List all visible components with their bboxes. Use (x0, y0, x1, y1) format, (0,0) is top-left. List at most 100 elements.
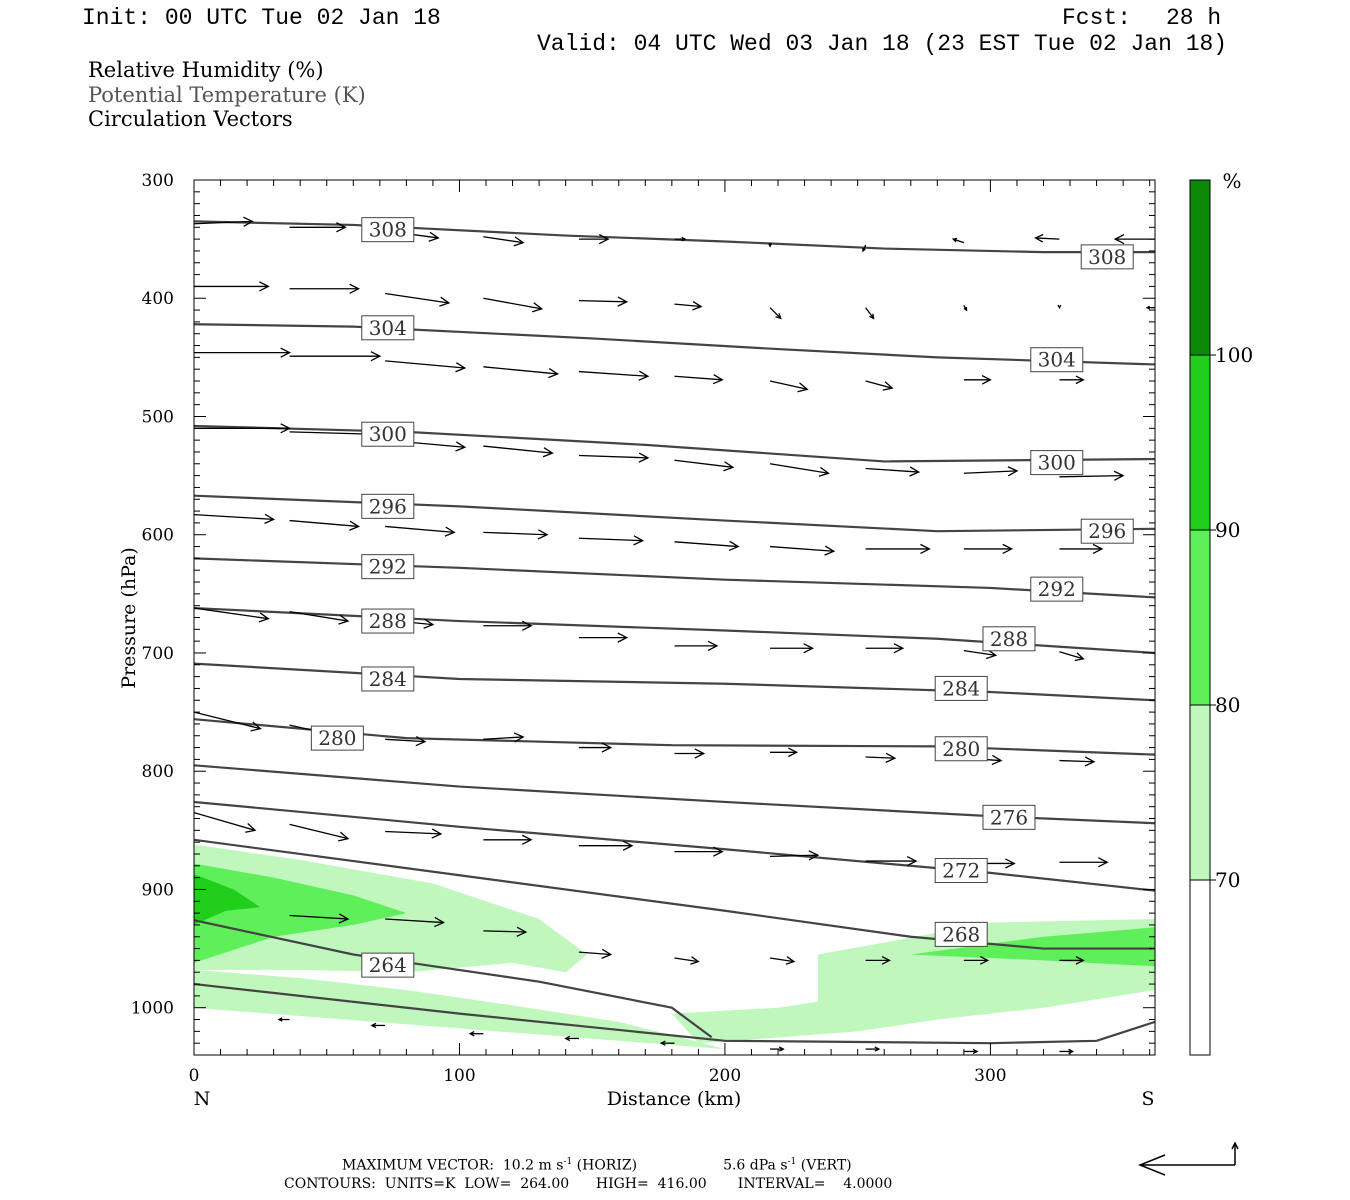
vector-head (1092, 543, 1104, 555)
vector-head (788, 747, 799, 758)
circulation-vector (769, 956, 796, 965)
isentrope-label-box (361, 493, 415, 519)
circulation-vector (578, 840, 634, 851)
vector-head (862, 247, 866, 253)
y-tick-label: 500 (142, 407, 174, 427)
colorbar-segment (1189, 704, 1211, 881)
colorbar-label: 70 (1215, 868, 1240, 892)
circulation-vector (865, 855, 918, 867)
circulation-vector (1059, 375, 1085, 385)
circulation-vector (578, 296, 629, 307)
vector-head (531, 302, 544, 313)
vector-shaft (770, 854, 818, 858)
north-label: N (194, 1088, 211, 1110)
vector-head (468, 1031, 475, 1037)
vector-shaft (194, 711, 261, 730)
isentrope-label: 296 (369, 494, 407, 518)
circulation-vector (1059, 756, 1096, 767)
y-tick-label: 600 (142, 526, 174, 546)
vector-head (1145, 305, 1151, 310)
y-tick-label: 800 (142, 762, 174, 782)
vector-head (885, 752, 897, 763)
vector-head (712, 374, 724, 385)
circulation-vector (963, 649, 998, 660)
isentrope-296 (194, 494, 1155, 533)
x-tick-label: 200 (709, 1066, 741, 1086)
isentrope-label-layer: 308 308 304 304 300 300 296 296 292 292 288 288 284 2… (310, 217, 1134, 978)
x-tick-label: 0 (189, 1066, 200, 1086)
circulation-vector (865, 956, 891, 965)
vector-shaft (385, 918, 444, 924)
circulation-vector (770, 747, 799, 758)
vector-head (824, 545, 836, 556)
circulation-vector (578, 370, 650, 381)
vector-head (370, 1022, 377, 1029)
vector-head (598, 234, 610, 245)
isentrope-label-box (1030, 576, 1084, 602)
circulation-vector (674, 236, 687, 242)
isentrope-label-box (1030, 450, 1084, 476)
vector-shaft (963, 470, 1017, 474)
isentrope-264 (194, 919, 713, 1039)
colorbar-label: 90 (1215, 518, 1240, 542)
isentrope-272 (194, 800, 1155, 892)
vector-head (893, 643, 905, 654)
isentrope-label-box (934, 858, 988, 884)
vector-shaft (578, 299, 627, 303)
circulation-vector (194, 607, 270, 623)
circulation-vector (963, 305, 968, 312)
reference-vector (1137, 1141, 1239, 1176)
vector-head (728, 540, 740, 552)
vector-shaft (483, 531, 548, 536)
vector-head (349, 520, 361, 531)
isentrope-292 (194, 557, 1155, 599)
circulation-vector (862, 244, 867, 253)
vector-head (768, 243, 773, 248)
vector-head (601, 948, 613, 959)
isentrope-label-box (982, 804, 1036, 830)
vector-head (972, 1048, 979, 1055)
vector-head (633, 535, 645, 546)
contour-info: CONTOURS: UNITS=K LOW= 264.00 HIGH= 416.… (284, 1176, 893, 1192)
vector-shaft (674, 957, 699, 963)
y-tick-label: 400 (142, 289, 174, 309)
vector-head (803, 643, 814, 654)
y-tick-label: 900 (142, 880, 174, 900)
circulation-vector (674, 540, 740, 552)
vector-head (1005, 858, 1016, 869)
vector-head (681, 236, 687, 242)
circulation-vector (770, 850, 820, 861)
vector-head (723, 461, 735, 472)
isentrope-label: 288 (990, 627, 1028, 651)
circulation-vector (194, 711, 262, 732)
vector-head (280, 347, 292, 358)
vector-head (951, 237, 958, 243)
vector-shaft (674, 375, 723, 381)
vector-head (1098, 857, 1109, 868)
vector-head (542, 447, 554, 458)
vector-head (775, 313, 782, 320)
vector-head (778, 1046, 785, 1052)
circulation-vector (1113, 234, 1155, 245)
circulation-vector (963, 956, 990, 965)
x-axis-label: Distance (km) (607, 1088, 742, 1110)
vector-shaft (194, 513, 274, 521)
vector-head (513, 732, 525, 743)
vector-shaft (865, 467, 919, 473)
vector-shaft (289, 431, 375, 435)
vector-shaft (483, 930, 526, 933)
circulation-vector (289, 610, 350, 625)
circulation-vector (194, 281, 270, 292)
circulation-vector (578, 535, 645, 546)
valid-time: Valid: 04 UTC Wed 03 Jan 18 (23 EST Tue … (537, 31, 1228, 57)
vector-head (439, 296, 451, 307)
vector-shaft (578, 537, 643, 542)
humidity-region-80 (194, 863, 407, 963)
x-tick-label: 300 (974, 1066, 1006, 1086)
circulation-vector (483, 529, 549, 540)
circulation-vector (674, 459, 735, 472)
vector-shaft (385, 360, 465, 369)
max-vector-info: MAXIMUM VECTOR: 10.2 m s-1 (HORIZ) 5.6 dP… (342, 1157, 852, 1174)
vector-shaft (194, 220, 253, 225)
vector-shaft (289, 823, 349, 840)
